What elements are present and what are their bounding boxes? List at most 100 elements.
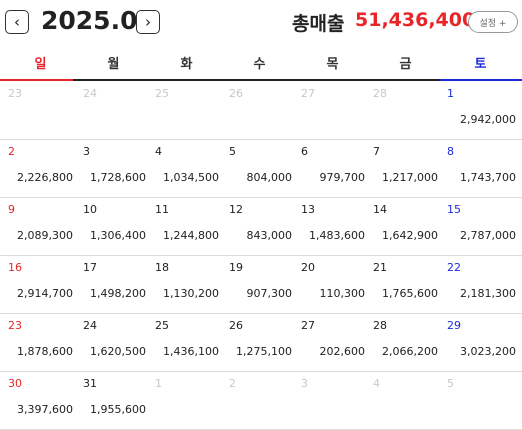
day-cell[interactable]: 2 2,226,800 [0, 140, 522, 198]
day-cell[interactable]: 13 1,483,600 [0, 198, 522, 256]
day-cell-outside[interactable]: 1 [0, 372, 522, 430]
day-cell-outside[interactable]: 24 [0, 82, 522, 140]
day-cell[interactable]: 1 2,942,000 [0, 82, 522, 140]
day-cell[interactable]: 29 3,023,200 [0, 314, 522, 372]
week-row: 23 1,878,600 24 1,620,500 25 1,436,100 26 1,275… [0, 314, 522, 372]
day-number: 16 [8, 261, 22, 274]
day-number: 17 [83, 261, 97, 274]
day-sales-amount: 1,217,000 [382, 171, 438, 184]
day-cell[interactable]: 12 843,000 [0, 198, 522, 256]
settings-button[interactable]: 설정 + [468, 11, 518, 33]
day-sales-amount: 1,620,500 [90, 345, 146, 358]
day-cell[interactable]: 18 1,130,200 [0, 256, 522, 314]
day-cell[interactable]: 25 1,436,100 [0, 314, 522, 372]
week-row: 2 2,226,800 3 1,728,600 4 1,034,500 5 804,000 6 9… [0, 140, 522, 198]
day-cell-outside[interactable]: 27 [0, 82, 522, 140]
day-cell[interactable]: 4 1,034,500 [0, 140, 522, 198]
day-cell[interactable]: 17 1,498,200 [0, 256, 522, 314]
weekday-thu: 목 [326, 57, 339, 72]
day-cell-outside[interactable]: 25 [0, 82, 522, 140]
day-number: 23 [8, 87, 22, 100]
week-row: 23 24 25 26 27 28 1 2,942,000 [0, 82, 522, 140]
weekday-divider [0, 79, 522, 81]
day-number: 28 [373, 87, 387, 100]
next-month-button[interactable]: › [136, 10, 160, 34]
prev-month-button[interactable]: ‹ [5, 10, 29, 34]
day-cell-outside[interactable]: 2 [0, 372, 522, 430]
day-sales-amount: 1,743,700 [460, 171, 516, 184]
day-number: 27 [301, 319, 315, 332]
day-sales-amount: 2,942,000 [460, 113, 516, 126]
day-cell-outside[interactable]: 4 [0, 372, 522, 430]
day-number: 25 [155, 319, 169, 332]
day-cell[interactable]: 9 2,089,300 [0, 198, 522, 256]
day-cell[interactable]: 6 979,700 [0, 140, 522, 198]
total-sales-label: 총매출 [292, 13, 345, 35]
day-cell[interactable]: 24 1,620,500 [0, 314, 522, 372]
day-cell[interactable]: 20 110,300 [0, 256, 522, 314]
day-cell[interactable]: 8 1,743,700 [0, 140, 522, 198]
day-cell[interactable]: 11 1,244,800 [0, 198, 522, 256]
day-number: 1 [447, 87, 454, 100]
day-sales-amount: 2,181,300 [460, 287, 516, 300]
day-number: 2 [8, 145, 15, 158]
day-number: 8 [447, 145, 454, 158]
day-cell-outside[interactable]: 5 [0, 372, 522, 430]
day-number: 6 [301, 145, 308, 158]
day-sales-amount: 2,066,200 [382, 345, 438, 358]
day-number: 5 [229, 145, 236, 158]
day-number: 23 [8, 319, 22, 332]
day-cell[interactable]: 31 1,955,600 [0, 372, 522, 430]
day-cell[interactable]: 7 1,217,000 [0, 140, 522, 198]
day-cell[interactable]: 5 804,000 [0, 140, 522, 198]
weekday-header: 일 월 화 수 목 금 토 [0, 52, 522, 82]
total-sales-value: 51,436,400 [355, 9, 476, 31]
day-number: 20 [301, 261, 315, 274]
day-sales-amount: 2,787,000 [460, 229, 516, 242]
day-number: 15 [447, 203, 461, 216]
day-number: 31 [83, 377, 97, 390]
day-number: 4 [155, 145, 162, 158]
day-cell-outside[interactable]: 26 [0, 82, 522, 140]
day-cell-outside[interactable]: 28 [0, 82, 522, 140]
weekday-mon: 월 [107, 57, 120, 72]
day-number: 2 [229, 377, 236, 390]
day-sales-amount: 110,300 [319, 287, 366, 300]
day-cell[interactable]: 14 1,642,900 [0, 198, 522, 256]
day-cell[interactable]: 23 1,878,600 [0, 314, 522, 372]
day-cell[interactable]: 30 3,397,600 [0, 372, 522, 430]
weekday-wed: 수 [253, 57, 266, 72]
day-cell-outside[interactable]: 3 [0, 372, 522, 430]
day-cell[interactable]: 16 2,914,700 [0, 256, 522, 314]
day-cell[interactable]: 27 202,600 [0, 314, 522, 372]
weekday-sun: 일 [34, 57, 47, 72]
day-sales-amount: 1,955,600 [90, 403, 146, 416]
day-cell[interactable]: 19 907,300 [0, 256, 522, 314]
day-sales-amount: 1,306,400 [90, 229, 146, 242]
day-sales-amount: 804,000 [246, 171, 293, 184]
calendar-header: ‹ 2025.03 › 총매출 51,436,400 설정 + [0, 0, 522, 46]
day-cell[interactable]: 22 2,181,300 [0, 256, 522, 314]
day-number: 30 [8, 377, 22, 390]
day-sales-amount: 843,000 [246, 229, 293, 242]
day-cell[interactable]: 26 1,275,100 [0, 314, 522, 372]
week-row: 9 2,089,300 10 1,306,400 11 1,244,800 12 843,00… [0, 198, 522, 256]
day-sales-amount: 2,089,300 [17, 229, 73, 242]
day-number: 10 [83, 203, 97, 216]
day-number: 3 [301, 377, 308, 390]
day-sales-amount: 2,914,700 [17, 287, 73, 300]
day-cell[interactable]: 3 1,728,600 [0, 140, 522, 198]
chevron-right-icon: › [145, 12, 151, 31]
day-cell[interactable]: 28 2,066,200 [0, 314, 522, 372]
day-cell-outside[interactable]: 23 [0, 82, 522, 140]
day-number: 26 [229, 87, 243, 100]
day-sales-amount: 1,498,200 [90, 287, 146, 300]
day-sales-amount: 2,226,800 [17, 171, 73, 184]
day-number: 1 [155, 377, 162, 390]
month-title: 2025.03 [41, 6, 155, 35]
day-sales-amount: 1,130,200 [163, 287, 219, 300]
day-number: 18 [155, 261, 169, 274]
day-cell[interactable]: 21 1,765,600 [0, 256, 522, 314]
day-cell[interactable]: 15 2,787,000 [0, 198, 522, 256]
day-cell[interactable]: 10 1,306,400 [0, 198, 522, 256]
